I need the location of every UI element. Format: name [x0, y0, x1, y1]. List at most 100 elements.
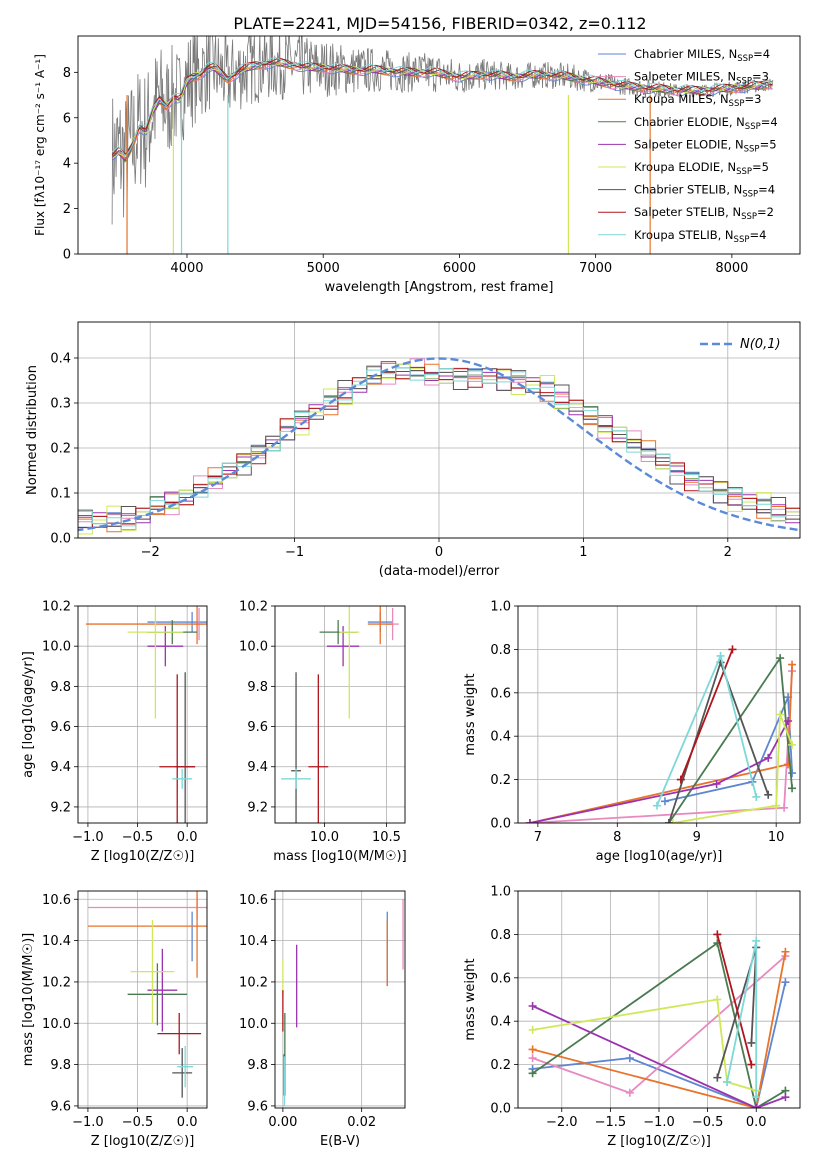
weight-marker — [528, 1054, 537, 1063]
x-tick-label: 0.0 — [177, 1115, 198, 1130]
weight-line — [529, 671, 793, 823]
model-spectrum-line — [111, 57, 773, 157]
errorbar-point — [130, 919, 175, 1024]
y-tick-label: 9.6 — [247, 720, 268, 735]
mass-vs-Z-plot-area — [87, 891, 207, 1098]
weight-line — [532, 981, 787, 1108]
model-spectrum-line — [111, 60, 773, 163]
y-tick-label: 4 — [63, 157, 71, 172]
y-tick-label: 8 — [63, 66, 71, 81]
y-tick-label: 10.6 — [42, 893, 71, 908]
x-tick-label: 9 — [693, 830, 701, 845]
weight-marker — [528, 1002, 537, 1011]
weight-marker — [525, 819, 534, 823]
weight-marker — [788, 784, 797, 793]
residual-histogram — [78, 363, 800, 535]
weight-line — [532, 998, 757, 1092]
errorbar-point — [127, 606, 184, 719]
weight-marker — [764, 790, 773, 799]
x-axis-label: (data-model)/error — [379, 564, 500, 579]
errorbar-point — [339, 606, 360, 719]
weight-marker — [676, 775, 685, 784]
weight-marker — [660, 797, 669, 806]
x-tick-label: −2 — [141, 545, 160, 560]
x-tick-label: 10.5 — [372, 830, 401, 845]
weight-marker — [747, 1038, 756, 1047]
x-tick-label: 10 — [768, 830, 785, 845]
legend-entry: Kroupa MILES, NSSP=3 — [634, 92, 761, 109]
x-tick-label: 7 — [534, 830, 542, 845]
errorbar-point — [147, 612, 207, 633]
y-tick-label: 10.2 — [239, 600, 268, 615]
y-axis-label: age [log10(age/yr)] — [21, 651, 36, 778]
y-tick-label: 9.2 — [247, 800, 268, 815]
x-tick-label: 6000 — [443, 261, 476, 276]
age-vs-Z-frame — [77, 605, 208, 824]
y-tick-label: 9.8 — [247, 1058, 268, 1073]
spectrum-axes: 4000 5000 6000 7000 8000 0 2 4 6 8 wavelength [Ang… — [33, 35, 801, 295]
y-tick-label: 1.0 — [490, 885, 511, 900]
x-tick-label: −0.5 — [122, 830, 154, 845]
x-tick-label: 1 — [579, 545, 587, 560]
x-tick-label: 0.0 — [177, 830, 198, 845]
errorbar-point — [159, 674, 196, 823]
weight-marker — [653, 801, 662, 810]
model-spectrum-line — [111, 58, 773, 156]
legend-entry: Salpeter ELODIE, NSSP=5 — [634, 137, 777, 154]
y-tick-label: 10.2 — [239, 975, 268, 990]
x-tick-label: −1.0 — [643, 1115, 675, 1130]
y-tick-label: 10.6 — [239, 893, 268, 908]
legend-entry: Chabrier ELODIE, NSSP=4 — [634, 115, 778, 132]
weight-marker — [625, 1088, 634, 1097]
y-tick-label: 0.2 — [490, 773, 511, 788]
age-vs-Z-plot-area — [85, 606, 207, 823]
weight-marker — [776, 710, 785, 719]
errorbar-point — [177, 1046, 194, 1088]
weight-marker — [528, 1025, 537, 1034]
errorbar-point — [327, 626, 360, 667]
legend-entry: Chabrier STELIB, NSSP=4 — [634, 183, 775, 200]
y-axis-label: Normed distribution — [25, 365, 40, 495]
mass-vs-ebv-plot-area — [282, 899, 404, 1106]
y-tick-label: 2 — [63, 202, 71, 217]
weight-marker — [664, 819, 673, 823]
y-tick-label: 0.6 — [490, 686, 511, 701]
x-tick-label: 8000 — [715, 261, 748, 276]
weight-marker — [781, 947, 790, 956]
x-tick-label: 10.0 — [310, 830, 339, 845]
legend-entry: N(0,1) — [740, 337, 781, 352]
y-tick-label: 9.8 — [50, 680, 71, 695]
x-tick-label: −0.5 — [122, 1115, 154, 1130]
y-tick-label: 0.2 — [50, 442, 71, 457]
y-tick-label: 9.2 — [50, 800, 71, 815]
y-tick-label: 0.2 — [490, 1058, 511, 1073]
weight-marker — [784, 717, 793, 726]
weight-series — [528, 1002, 790, 1108]
model-spectrum-line — [111, 62, 773, 160]
y-tick-label: 0.0 — [50, 532, 71, 547]
y-tick-label: 0 — [63, 248, 71, 263]
weight-marker — [788, 769, 797, 778]
y-tick-label: 10.4 — [42, 934, 71, 949]
weight-line — [529, 664, 793, 823]
x-tick-label: 0.02 — [347, 1115, 376, 1130]
legend-entry: Salpeter MILES, NSSP=3 — [634, 70, 769, 87]
x-axis-label: E(B-V) — [320, 1134, 360, 1149]
spectrum-legend: Chabrier MILES, NSSP=4 Salpeter MILES, NS… — [598, 47, 778, 245]
y-tick-label: 9.6 — [50, 720, 71, 735]
weight-marker — [772, 801, 781, 810]
y-tick-label: 9.6 — [50, 1099, 71, 1114]
x-axis-label: Z [log10(Z/Z☉)] — [607, 1134, 711, 1149]
residuals-axes: −2 −1 0 1 2 0.0 0.1 0.2 0.3 0.4 (data-model)/error… — [25, 321, 801, 579]
errorbar-point — [308, 674, 329, 823]
x-axis-label: age [log10(age/yr)] — [596, 849, 723, 864]
weight-marker — [625, 1054, 634, 1063]
weight-marker — [716, 651, 725, 660]
y-tick-label: 0.3 — [50, 397, 71, 412]
y-tick-label: 10.2 — [42, 600, 71, 615]
y-tick-label: 10.4 — [239, 934, 268, 949]
y-tick-label: 0.6 — [490, 971, 511, 986]
weight-marker — [788, 660, 797, 669]
weight-marker — [747, 1060, 756, 1069]
